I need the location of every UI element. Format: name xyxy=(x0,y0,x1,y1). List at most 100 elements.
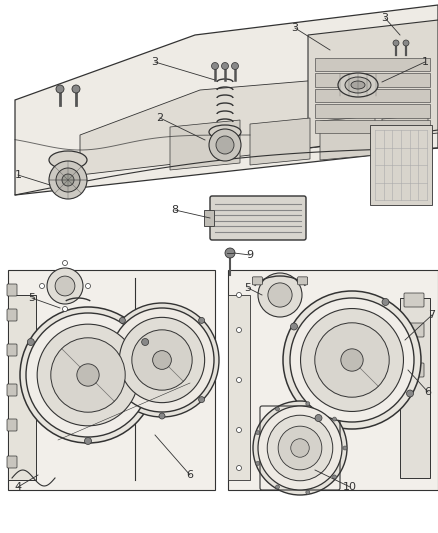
Circle shape xyxy=(216,136,234,154)
Polygon shape xyxy=(382,115,428,155)
Polygon shape xyxy=(315,104,430,118)
Text: 1: 1 xyxy=(14,170,21,180)
Polygon shape xyxy=(315,88,430,102)
Circle shape xyxy=(110,308,214,412)
FancyBboxPatch shape xyxy=(7,419,17,431)
Circle shape xyxy=(56,168,80,192)
Text: 4: 4 xyxy=(14,482,21,492)
Polygon shape xyxy=(8,270,215,490)
Circle shape xyxy=(49,161,87,199)
Circle shape xyxy=(77,364,99,386)
FancyBboxPatch shape xyxy=(7,309,17,321)
Circle shape xyxy=(85,284,91,288)
Bar xyxy=(370,125,432,205)
FancyBboxPatch shape xyxy=(252,277,262,285)
FancyBboxPatch shape xyxy=(55,160,81,178)
FancyBboxPatch shape xyxy=(8,295,36,480)
Circle shape xyxy=(20,307,156,443)
Polygon shape xyxy=(228,270,438,490)
Circle shape xyxy=(105,303,219,417)
Circle shape xyxy=(276,407,279,411)
Text: 6: 6 xyxy=(424,387,431,397)
Circle shape xyxy=(406,390,413,397)
Circle shape xyxy=(256,462,260,465)
FancyBboxPatch shape xyxy=(210,196,306,240)
Circle shape xyxy=(27,338,34,345)
Circle shape xyxy=(403,40,409,46)
Polygon shape xyxy=(80,70,438,175)
Circle shape xyxy=(198,318,205,324)
Circle shape xyxy=(63,261,67,265)
Polygon shape xyxy=(315,120,430,133)
FancyBboxPatch shape xyxy=(204,210,214,226)
FancyBboxPatch shape xyxy=(7,344,17,356)
FancyBboxPatch shape xyxy=(404,363,424,377)
Circle shape xyxy=(120,317,205,402)
Text: 9: 9 xyxy=(247,250,254,260)
Circle shape xyxy=(159,413,165,419)
FancyBboxPatch shape xyxy=(404,293,424,307)
Ellipse shape xyxy=(345,77,371,93)
Circle shape xyxy=(382,298,389,305)
Ellipse shape xyxy=(338,73,378,97)
Polygon shape xyxy=(315,58,430,71)
Circle shape xyxy=(51,338,125,412)
Text: 5: 5 xyxy=(244,283,251,293)
Circle shape xyxy=(63,306,67,311)
Polygon shape xyxy=(315,73,430,87)
Bar xyxy=(0,195,438,265)
Circle shape xyxy=(72,85,80,93)
Circle shape xyxy=(225,248,235,258)
Bar xyxy=(222,250,438,490)
Circle shape xyxy=(253,401,347,495)
Circle shape xyxy=(62,174,74,186)
FancyBboxPatch shape xyxy=(7,456,17,468)
Circle shape xyxy=(237,427,241,432)
Circle shape xyxy=(290,298,414,422)
Circle shape xyxy=(332,417,336,421)
Circle shape xyxy=(343,446,347,450)
Circle shape xyxy=(267,415,333,481)
Circle shape xyxy=(132,330,192,390)
Bar xyxy=(0,0,438,203)
Circle shape xyxy=(290,323,297,330)
Circle shape xyxy=(55,276,75,296)
Polygon shape xyxy=(308,20,438,148)
Circle shape xyxy=(393,40,399,46)
FancyBboxPatch shape xyxy=(228,295,250,480)
Text: 1: 1 xyxy=(421,57,428,67)
Circle shape xyxy=(152,351,171,369)
Text: 7: 7 xyxy=(428,310,435,320)
Circle shape xyxy=(258,273,302,317)
Circle shape xyxy=(26,313,150,437)
Text: 5: 5 xyxy=(28,293,35,303)
Circle shape xyxy=(300,309,403,411)
Ellipse shape xyxy=(351,81,365,89)
FancyBboxPatch shape xyxy=(298,277,307,285)
FancyBboxPatch shape xyxy=(7,284,17,296)
Ellipse shape xyxy=(49,151,87,169)
Circle shape xyxy=(341,349,363,371)
Circle shape xyxy=(278,426,322,470)
Circle shape xyxy=(212,62,219,69)
Circle shape xyxy=(209,129,241,161)
Text: 3: 3 xyxy=(292,23,299,33)
Polygon shape xyxy=(250,118,310,165)
Polygon shape xyxy=(170,120,240,170)
Bar xyxy=(0,250,222,490)
Text: 2: 2 xyxy=(156,113,163,123)
Circle shape xyxy=(237,293,241,297)
Circle shape xyxy=(268,283,292,307)
Circle shape xyxy=(283,291,421,429)
Circle shape xyxy=(237,377,241,383)
Circle shape xyxy=(276,485,279,489)
Circle shape xyxy=(198,397,205,402)
FancyBboxPatch shape xyxy=(400,298,430,478)
Text: 6: 6 xyxy=(187,470,194,480)
Circle shape xyxy=(141,338,148,345)
Circle shape xyxy=(120,318,125,324)
Polygon shape xyxy=(15,5,438,195)
Circle shape xyxy=(237,465,241,471)
Circle shape xyxy=(315,323,389,397)
Text: 8: 8 xyxy=(171,205,179,215)
